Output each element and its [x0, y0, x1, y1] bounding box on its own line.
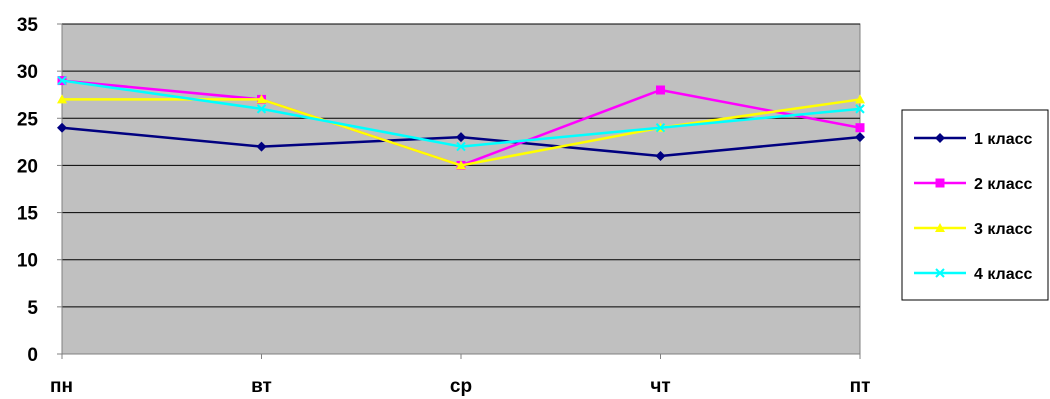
y-tick-label: 20 — [17, 156, 38, 177]
x-tick-label: пн — [50, 376, 73, 397]
series-1 — [57, 122, 865, 161]
y-tick-label: 35 — [17, 15, 39, 36]
legend-label: 1 класс — [974, 131, 1033, 148]
data-point — [656, 85, 665, 95]
data-point — [855, 104, 865, 114]
y-tick-label: 15 — [17, 204, 39, 225]
legend-label: 2 класс — [974, 176, 1033, 193]
data-point — [456, 132, 466, 143]
data-point — [57, 75, 67, 86]
x-tick-label: ср — [450, 376, 472, 397]
y-tick-label: 10 — [17, 251, 38, 272]
data-point — [855, 123, 865, 133]
legend-item: 3 класс — [914, 221, 1033, 238]
data-point — [57, 94, 67, 104]
legend-marker — [935, 178, 945, 188]
x-tick-label: пт — [850, 376, 871, 397]
data-point — [655, 123, 666, 133]
legend-label: 4 класс — [974, 266, 1033, 283]
y-tick-label: 25 — [17, 109, 39, 130]
legend-box — [901, 109, 1049, 301]
data-point — [855, 94, 865, 104]
gridlines — [62, 23, 860, 308]
legend-marker — [935, 223, 945, 232]
plot-area — [61, 23, 861, 355]
legend-label: 3 класс — [974, 221, 1033, 238]
series-layer — [57, 75, 865, 170]
legend-marker — [935, 133, 945, 143]
data-point — [57, 122, 67, 133]
axes: 0 5 10 15 20 25 30 35 пн вт ср чт пт — [17, 15, 871, 397]
data-point — [256, 94, 267, 104]
series-4 — [57, 75, 865, 152]
data-point — [256, 141, 267, 152]
y-tick-label: 0 — [27, 345, 38, 366]
data-point — [456, 141, 466, 152]
x-tick-label: вт — [251, 376, 272, 397]
data-point — [256, 104, 267, 114]
y-tick-label: 30 — [17, 62, 38, 83]
legend-item: 1 класс — [914, 131, 1033, 148]
legend-item: 2 класс — [914, 176, 1033, 193]
data-point — [655, 151, 666, 161]
data-point — [855, 132, 865, 143]
data-point — [456, 160, 466, 170]
legend-marker — [935, 268, 945, 278]
y-tick-label: 5 — [27, 298, 38, 319]
legend-item: 4 класс — [914, 266, 1033, 283]
legend: 1 класс 2 класс 3 класс 4 класс — [901, 109, 1049, 301]
x-tick-label: чт — [650, 376, 670, 397]
